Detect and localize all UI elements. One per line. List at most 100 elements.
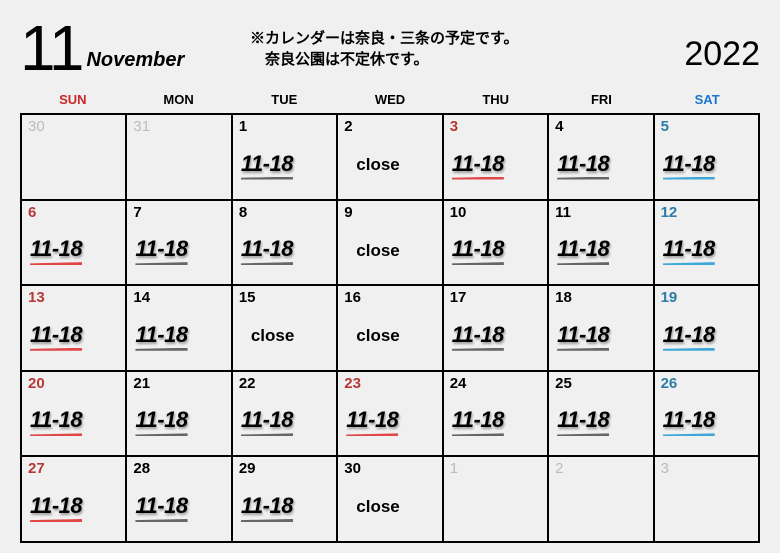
calendar-cell: 811-18 — [232, 200, 337, 286]
hours-label: 11-18 — [557, 236, 609, 265]
day-number: 30 — [28, 119, 119, 136]
day-number: 14 — [133, 290, 224, 307]
day-number: 25 — [555, 376, 646, 393]
day-number: 17 — [450, 290, 541, 307]
cell-content: 11-18 — [450, 221, 541, 280]
cell-content: 11-18 — [555, 392, 646, 451]
close-label: close — [241, 326, 294, 346]
hours-label: 11-18 — [241, 151, 293, 180]
close-label: close — [346, 155, 399, 175]
cell-content: 11-18 — [133, 392, 224, 451]
hours-label: 11-18 — [663, 322, 715, 351]
hours-label: 11-18 — [557, 322, 609, 351]
calendar-cell: 711-18 — [126, 200, 231, 286]
weekday-label: FRI — [549, 88, 655, 111]
cell-content: close — [239, 307, 330, 366]
calendar-cell: 2711-18 — [21, 456, 126, 542]
cell-content: 11-18 — [661, 392, 752, 451]
weekday-label: WED — [337, 88, 443, 111]
cell-content: 11-18 — [239, 478, 330, 537]
hours-label: 11-18 — [557, 151, 609, 180]
calendar-cell: 3 — [654, 456, 759, 542]
close-label: close — [346, 326, 399, 346]
day-number: 5 — [661, 119, 752, 136]
cell-content: 11-18 — [133, 478, 224, 537]
day-number: 12 — [661, 205, 752, 222]
cell-content: 11-18 — [133, 221, 224, 280]
hours-label: 11-18 — [135, 407, 187, 436]
calendar-cell: 2011-18 — [21, 371, 126, 457]
day-number: 27 — [28, 461, 119, 478]
hours-label: 11-18 — [557, 407, 609, 436]
note-line1: ※カレンダーは奈良・三条の予定です。 — [250, 28, 519, 49]
cell-content: 11-18 — [555, 221, 646, 280]
hours-label: 11-18 — [663, 151, 715, 180]
hours-label: 11-18 — [452, 407, 504, 436]
calendar-cell: 1 — [443, 456, 548, 542]
hours-label: 11-18 — [452, 151, 504, 180]
day-number: 7 — [133, 205, 224, 222]
calendar-cell: 5 11-18 — [654, 114, 759, 200]
day-number: 24 — [450, 376, 541, 393]
day-number: 11 — [555, 205, 646, 222]
calendar-cell: 30 — [21, 114, 126, 200]
cell-content: 11-18 — [450, 392, 541, 451]
day-number: 30 — [344, 461, 435, 478]
day-number: 1 — [450, 461, 541, 478]
hours-label: 11-18 — [241, 236, 293, 265]
hours-label: 11-18 — [135, 493, 187, 522]
cell-content: 11-18 — [661, 221, 752, 280]
calendar-cell: 9 close — [337, 200, 442, 286]
calendar-cell: 13 11-18 — [21, 285, 126, 371]
calendar-cell: 22 11-18 — [232, 371, 337, 457]
calendar-cell: 1011-18 — [443, 200, 548, 286]
day-number: 29 — [239, 461, 330, 478]
calendar-cell: 11 11-18 — [548, 200, 653, 286]
hours-label: 11-18 — [30, 322, 82, 351]
day-number: 21 — [133, 376, 224, 393]
cell-content — [555, 478, 646, 537]
cell-content: 11-18 — [239, 136, 330, 195]
day-number: 3 — [661, 461, 752, 478]
calendar-cell: 1211-18 — [654, 200, 759, 286]
calendar-cell: 21 11-18 — [126, 371, 231, 457]
calendar-cell: 6 11-18 — [21, 200, 126, 286]
cell-content: 11-18 — [28, 392, 119, 451]
day-number: 2 — [555, 461, 646, 478]
calendar-header: 11 November ※カレンダーは奈良・三条の予定です。 奈良公園は不定休で… — [20, 10, 760, 80]
cell-content: 11-18 — [555, 307, 646, 366]
cell-content — [450, 478, 541, 537]
day-number: 4 — [555, 119, 646, 136]
day-number: 18 — [555, 290, 646, 307]
calendar-cell: 28 11-18 — [126, 456, 231, 542]
month-number: 11 — [20, 16, 82, 80]
hours-label: 11-18 — [135, 322, 187, 351]
calendar-cell: 4 11-18 — [548, 114, 653, 200]
calendar-cell: 2311-18 — [337, 371, 442, 457]
day-number: 22 — [239, 376, 330, 393]
calendar-cell: 2911-18 — [232, 456, 337, 542]
day-number: 9 — [344, 205, 435, 222]
cell-content: 11-18 — [450, 307, 541, 366]
calendar-note: ※カレンダーは奈良・三条の予定です。 奈良公園は不定休です。 — [250, 28, 519, 70]
hours-label: 11-18 — [30, 236, 82, 265]
calendar-cell: 17 11-18 — [443, 285, 548, 371]
close-label: close — [346, 497, 399, 517]
day-number: 13 — [28, 290, 119, 307]
cell-content: 11-18 — [28, 221, 119, 280]
cell-content — [133, 136, 224, 195]
hours-label: 11-18 — [241, 407, 293, 436]
cell-content: 11-18 — [555, 136, 646, 195]
day-number: 28 — [133, 461, 224, 478]
cell-content: 11-18 — [344, 392, 435, 451]
calendar-cell: 15close — [232, 285, 337, 371]
calendar-cell: 31 — [126, 114, 231, 200]
weekday-label: SUN — [20, 88, 126, 111]
weekday-label: SAT — [654, 88, 760, 111]
close-label: close — [346, 241, 399, 261]
cell-content: close — [344, 478, 435, 537]
cell-content: 11-18 — [239, 392, 330, 451]
day-number: 6 — [28, 205, 119, 222]
hours-label: 11-18 — [452, 322, 504, 351]
calendar-cell: 111-18 — [232, 114, 337, 200]
